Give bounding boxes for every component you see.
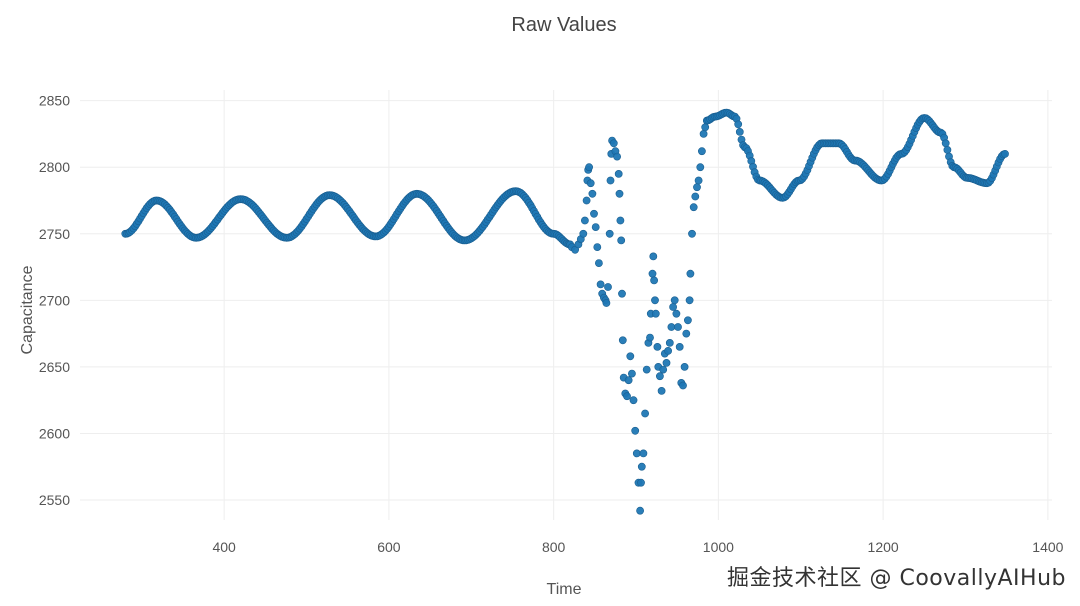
y-tick-label: 2750 [39, 226, 70, 242]
data-point [595, 259, 603, 267]
data-point [642, 365, 651, 374]
data-point [684, 316, 692, 325]
data-point [629, 396, 638, 405]
data-point [586, 179, 595, 188]
data-point [588, 189, 597, 198]
data-point [637, 462, 646, 471]
x-tick-label: 1400 [1032, 539, 1063, 555]
data-point [672, 309, 681, 318]
data-point [581, 216, 589, 225]
data-point [593, 243, 602, 251]
data-point [662, 358, 671, 367]
data-point [606, 176, 615, 185]
data-point [649, 252, 658, 261]
data-point [591, 223, 600, 231]
data-point [689, 203, 698, 212]
data-point [1001, 149, 1009, 158]
data-point [604, 283, 612, 291]
data-point [657, 386, 666, 395]
data-point [734, 120, 743, 129]
data-point [651, 309, 660, 318]
data-point [679, 381, 687, 390]
data-point [609, 139, 618, 148]
y-tick-label: 2800 [39, 159, 70, 175]
data-point [616, 216, 625, 225]
x-axis-title: Time [547, 581, 582, 598]
data-point [628, 369, 636, 378]
data-point [596, 280, 605, 289]
data-point [680, 362, 689, 371]
chart-title: Raw Values [511, 14, 616, 36]
data-point [618, 336, 627, 345]
data-points [121, 108, 1009, 515]
data-point [617, 236, 626, 245]
data-point [698, 147, 706, 156]
data-point [943, 145, 952, 154]
data-point [664, 346, 672, 355]
data-point [614, 169, 623, 178]
data-point [651, 296, 659, 305]
data-point [691, 192, 700, 201]
y-axis-ticks: 2550 2600 2650 2700 2750 2800 2850 [39, 93, 70, 508]
data-point [631, 426, 640, 435]
data-point [701, 123, 710, 132]
data-point [605, 229, 614, 238]
x-tick-label: 600 [377, 539, 401, 555]
x-tick-label: 800 [542, 539, 566, 555]
data-point [582, 196, 591, 205]
data-point [618, 289, 626, 298]
data-point [626, 352, 635, 361]
data-point [590, 209, 598, 218]
y-tick-label: 2550 [39, 492, 70, 508]
data-point [650, 276, 658, 285]
y-tick-label: 2700 [39, 292, 70, 308]
data-point [646, 333, 654, 342]
data-point [641, 409, 649, 418]
watermark: 掘金技术社区 @ CoovallyAIHub [726, 566, 1066, 591]
data-point [682, 329, 691, 338]
data-point [615, 189, 624, 198]
x-tick-label: 1000 [703, 539, 734, 555]
data-point [941, 139, 950, 148]
data-point [685, 296, 694, 305]
x-tick-label: 1200 [868, 539, 899, 555]
data-point [637, 478, 645, 487]
data-point [699, 129, 708, 138]
x-axis-ticks: 400 600 800 1000 1200 1400 [212, 539, 1063, 555]
data-point [653, 342, 662, 351]
data-point [636, 506, 644, 515]
data-point [623, 392, 631, 401]
data-point [659, 365, 668, 374]
data-point [688, 229, 696, 238]
data-point [686, 269, 695, 278]
data-point [639, 449, 648, 458]
x-tick-label: 400 [212, 539, 236, 555]
data-point [670, 296, 679, 305]
data-point [667, 323, 676, 331]
data-point [735, 127, 744, 136]
data-point [693, 183, 701, 192]
data-point [632, 449, 641, 458]
data-point [694, 176, 703, 185]
data-point [674, 323, 682, 331]
data-point [602, 299, 611, 307]
y-tick-label: 2650 [39, 359, 70, 375]
grid-lines [80, 90, 1052, 520]
data-point [613, 152, 621, 161]
data-point [669, 303, 677, 311]
data-point [665, 338, 674, 347]
data-point [696, 163, 705, 172]
data-point [675, 342, 684, 351]
data-point [579, 229, 588, 238]
data-point [648, 269, 657, 278]
data-point [585, 163, 593, 172]
y-tick-label: 2850 [39, 93, 70, 109]
y-axis-title: Capacitance [19, 265, 36, 354]
data-point [656, 372, 664, 381]
y-tick-label: 2600 [39, 425, 70, 441]
data-point [624, 376, 633, 385]
